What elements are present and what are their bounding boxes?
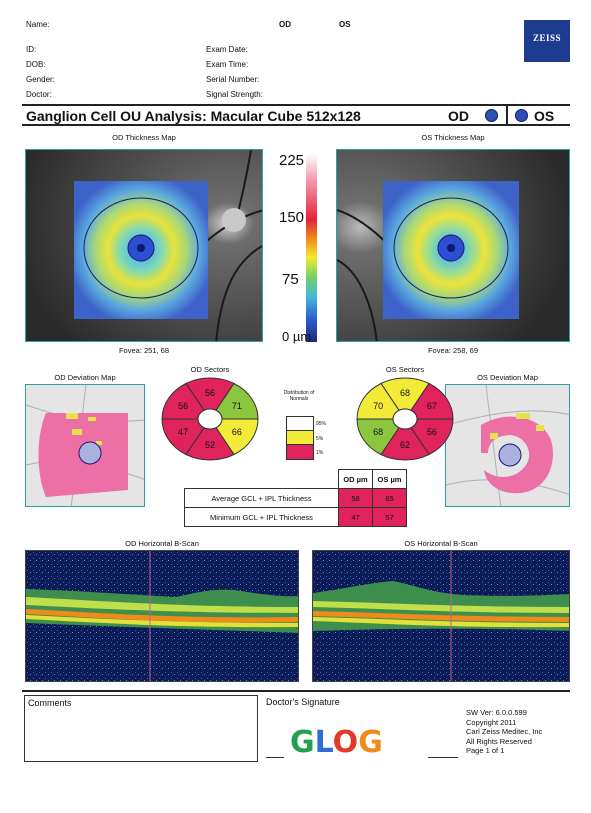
doctor-signature-label: Doctor's Signature [266,697,340,707]
report-title-bar: Ganglion Cell OU Analysis: Macular Cube … [22,104,570,126]
od-sector-value-4: 52 [205,440,215,450]
od-sector-value-5: 47 [178,427,188,437]
copyright: Copyright 2011 [466,717,517,727]
legend-swatch-yellow [287,431,313,445]
table-header-os: OS µm [372,469,407,489]
os-eye-icon [515,109,528,122]
od-thickness-caption: OD Thickness Map [112,133,176,142]
legend-item-5: 5% [316,436,324,442]
minimum-os-value: 57 [372,507,407,527]
company-name: Carl Zeiss Meditec, Inc [466,727,543,736]
page-number: Page 1 of 1 [466,746,505,755]
header-od-column: OD [279,20,291,29]
os-sector-center [392,408,418,430]
minimum-od-value: 47 [338,507,373,527]
od-sector-value-2: 71 [232,401,242,411]
od-sectors-caption: OD Sectors [190,365,230,374]
os-sector-value-1: 68 [400,388,410,398]
od-fovea-coordinates: Fovea: 251, 68 [118,346,170,355]
os-sector-value-4: 62 [400,440,410,450]
os-sector-value-2: 67 [427,401,437,411]
os-deviation-caption: OS Deviation Map [477,373,538,382]
legend-item-95: 95% [316,421,327,427]
report-title: Ganglion Cell OU Analysis: Macular Cube … [26,108,361,124]
zeiss-logo: ZEISS [524,20,570,62]
comments-box[interactable]: Comments [24,695,258,762]
od-eye-icon [485,109,498,122]
id-label: ID: [26,45,37,54]
gender-label: Gender: [26,75,55,84]
od-bscan-caption: OD Horizontal B-Scan [125,539,199,548]
os-thickness-caption: OS Thickness Map [421,133,485,142]
od-sector-value-3: 66 [232,427,242,437]
footer-divider [22,690,570,692]
os-bscan-caption: OS Horizontal B-Scan [404,539,478,548]
scale-label-0: 0 µm [282,329,312,344]
legend-swatch-white [287,417,313,431]
stamp-letter-l: L [314,725,333,760]
sw-version: SW Ver: 6.0.0.599 [466,708,527,717]
dob-label: DOB: [26,60,46,69]
exam-date-label: Exam Date: [206,45,248,54]
scale-label-225: 225 [279,152,305,169]
signature-stamp: GLOG [290,725,383,760]
os-thickness-map [336,149,570,342]
signal-strength-label: Signal Strength: [206,90,263,99]
table-header-od: OD µm [338,469,373,489]
legend-swatch-red [287,445,313,459]
od-deviation-map [25,384,145,507]
average-os-value: 65 [372,488,407,508]
table-row: Minimum GCL + IPL Thickness 47 57 [184,507,407,527]
rights-reserved: All Rights Reserved [466,736,532,746]
normals-legend [286,416,314,460]
legend-item-1: 1% [316,450,324,456]
thickness-color-scale [306,154,317,342]
os-sector-value-3: 56 [427,427,437,437]
average-od-value: 58 [338,488,373,508]
signature-line-right [428,757,458,758]
stamp-letter-o: O [332,725,359,760]
title-os-label: OS [534,108,555,124]
od-sector-center [197,408,223,430]
stamp-letter-g-2: G [358,725,383,760]
legend-title: Distribution of Normals [283,390,315,402]
od-sector-value-1: 56 [205,388,215,398]
row-label-minimum: Minimum GCL + IPL Thickness [184,507,339,527]
software-info: SW Ver: 6.0.0.599 Copyright 2011 Carl Ze… [466,708,542,756]
header-os-column: OS [339,20,351,29]
name-label: Name: [26,20,50,29]
table-row: Average GCL + IPL Thickness 58 65 [184,488,407,508]
od-thickness-map [25,149,263,342]
title-divider [506,106,508,124]
os-sectors-caption: OS Sectors [385,365,425,374]
scale-label-150: 150 [279,209,305,226]
doctor-label: Doctor: [26,90,52,99]
serial-number-label: Serial Number: [206,75,260,84]
table-header-row: OD µm OS µm [185,469,407,489]
od-sectors-chart: 56 71 66 52 47 56 [161,377,259,461]
title-od-label: OD [448,108,469,124]
zeiss-logo-text: ZEISS [532,33,562,43]
scale-label-75: 75 [282,271,299,288]
os-sector-value-5: 68 [373,427,383,437]
os-sector-value-6: 70 [373,401,383,411]
signature-line-left [266,757,284,758]
row-label-average: Average GCL + IPL Thickness [184,488,339,508]
os-sectors-chart: 68 67 56 62 68 70 [356,377,454,461]
od-sector-value-6: 56 [178,401,188,411]
od-horizontal-bscan [25,550,299,682]
os-fovea-coordinates: Fovea: 258, 69 [427,346,479,355]
exam-time-label: Exam Time: [206,60,249,69]
comments-label: Comments [28,698,72,708]
os-horizontal-bscan [312,550,570,682]
gcl-thickness-table: OD µm OS µm Average GCL + IPL Thickness … [184,469,407,527]
stamp-letter-g: G [290,725,315,760]
os-deviation-map [445,384,570,507]
od-deviation-caption: OD Deviation Map [54,373,116,382]
